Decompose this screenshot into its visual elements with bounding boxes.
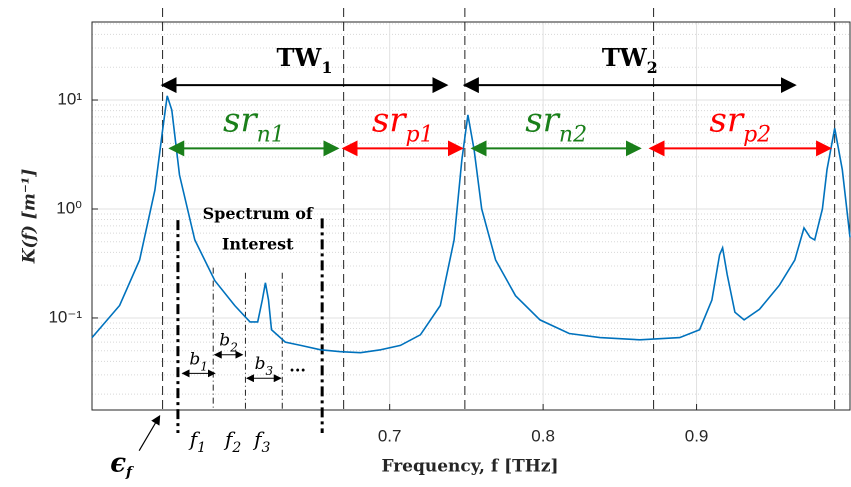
annotation-subscript: 1 — [197, 440, 206, 456]
annotation: f1 — [188, 426, 206, 456]
y-tick-label: 10⁻¹ — [48, 307, 82, 326]
annotation-subscript: 2 — [229, 340, 238, 354]
annotation: ... — [289, 356, 306, 375]
annotation: TW2 — [602, 43, 658, 78]
x-tick-label: 0.9 — [685, 426, 709, 445]
y-tick-label: 10¹ — [57, 90, 82, 109]
annotation: TW1 — [277, 43, 333, 78]
annotation-subscript: 3 — [265, 364, 273, 378]
annotation-text: Spectrum of — [203, 203, 314, 222]
annotation: f3 — [252, 426, 270, 456]
annotation-subscript: n2 — [559, 122, 587, 147]
plot-frame — [91, 21, 851, 411]
annotation-text: ϵ — [110, 449, 126, 479]
annotation-text: b — [255, 354, 266, 374]
annotation: srp2 — [709, 100, 771, 146]
annotation: srp1 — [372, 100, 434, 146]
annotation-text: TW — [277, 43, 323, 72]
annotation-subscript: 2 — [647, 58, 658, 77]
annotation-text: Interest — [222, 234, 294, 253]
annotation-subscript: p1 — [406, 122, 434, 147]
y-tick-label: 10⁰ — [56, 198, 82, 217]
annotation-text: b — [219, 330, 230, 350]
annotation-subscript: f — [125, 465, 135, 481]
annotation: f2 — [223, 426, 241, 456]
annotation: Spectrum of — [203, 203, 314, 222]
x-tick-label: 0.7 — [378, 426, 402, 445]
annotation: ϵf — [110, 449, 135, 481]
annotation-text: ... — [289, 356, 306, 375]
annotation-text: b — [189, 349, 200, 369]
annotation: b2 — [219, 330, 238, 354]
annotation: b3 — [255, 354, 274, 378]
x-tick-label: 0.8 — [531, 426, 555, 445]
annotation: srn1 — [223, 100, 285, 146]
annotation-subscript: p2 — [743, 122, 771, 147]
y-axis-label: K(f) [m⁻¹] — [20, 169, 40, 265]
annotation-text: sr — [709, 100, 744, 140]
annotation-text: sr — [372, 100, 407, 140]
x-axis-label: Frequency, f [THz] — [381, 457, 558, 477]
annotation-subscript: n1 — [257, 122, 285, 147]
annotation-text: sr — [525, 100, 560, 140]
annotation: srn2 — [525, 100, 587, 146]
annotation-subscript: 1 — [200, 359, 208, 373]
annotation: b1 — [189, 349, 208, 373]
annotation: Interest — [222, 234, 294, 253]
annotation-text: sr — [223, 100, 258, 140]
data-line — [91, 95, 851, 354]
pointer-arrow — [138, 414, 161, 452]
annotation-text: TW — [602, 43, 648, 72]
annotation-subscript: 2 — [231, 440, 241, 456]
annotation-subscript: 1 — [321, 58, 332, 77]
annotation-subscript: 3 — [262, 440, 271, 456]
